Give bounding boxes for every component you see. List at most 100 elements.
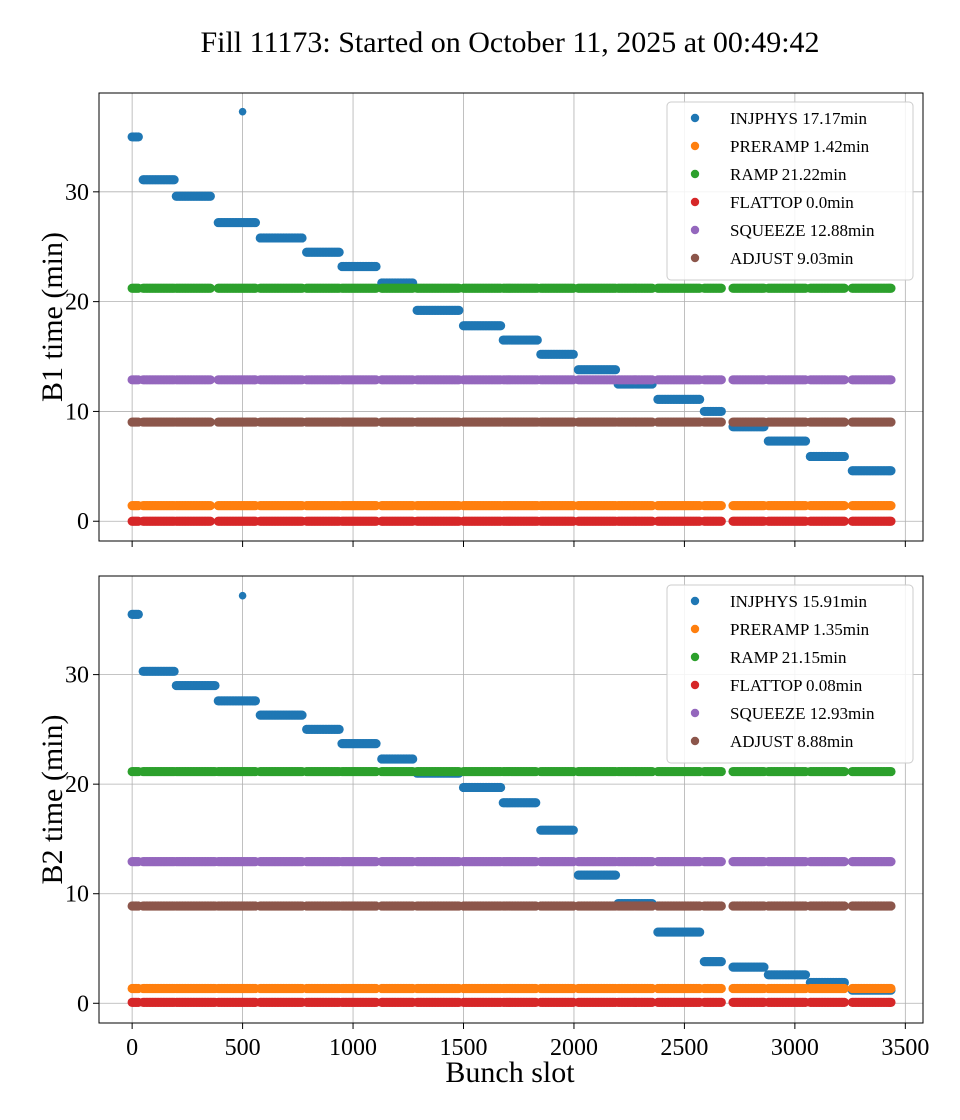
b1-y-axis-label: B1 time (min): [36, 232, 69, 402]
legend-box: [666, 101, 914, 281]
legend-marker: [690, 113, 700, 123]
data-point: [800, 436, 811, 446]
legend-item-ramp: RAMP 21.22min: [690, 165, 847, 184]
data-point: [238, 107, 247, 116]
data-point: [695, 394, 705, 404]
data-point: [205, 283, 215, 293]
b1-plot-frame: [98, 92, 924, 542]
data-point: [886, 516, 896, 526]
data-point: [205, 516, 215, 526]
series-flattop: [127, 516, 896, 526]
data-point: [454, 305, 464, 316]
data-point: [759, 962, 769, 972]
figure-title: Fill 11173: Started on October 11, 2025 …: [200, 26, 819, 59]
data-point: [716, 375, 726, 385]
data-point: [250, 696, 261, 706]
data-point: [839, 283, 849, 293]
legend-label: SQUEEZE 12.88min: [730, 221, 875, 240]
data-point: [716, 501, 726, 511]
data-point: [238, 591, 247, 600]
data-point: [716, 516, 726, 526]
data-point: [886, 501, 896, 511]
data-point: [169, 175, 179, 185]
series-ramp: [127, 283, 896, 293]
legend-label: RAMP 21.22min: [730, 165, 847, 184]
data-point: [886, 283, 896, 293]
data-point: [716, 766, 726, 777]
legend-item-preramp: PRERAMP 1.42min: [690, 137, 870, 156]
data-point: [886, 997, 896, 1008]
b1-legend: INJPHYS 17.17min PRERAMP 1.42min RAMP 21.2…: [666, 101, 914, 281]
y-tick-label: 30: [65, 180, 89, 206]
data-point: [496, 321, 506, 331]
data-point: [169, 666, 179, 676]
data-point: [610, 870, 621, 880]
data-point: [886, 766, 896, 777]
legend-item-flattop: FLATTOP 0.0min: [690, 193, 854, 212]
series-preramp: [127, 501, 896, 511]
series-preramp: [127, 983, 896, 994]
data-point: [716, 417, 726, 427]
data-point: [839, 501, 849, 511]
series-injphys: [127, 591, 896, 995]
legend-marker: [690, 141, 700, 151]
series-flattop: [127, 997, 896, 1008]
data-point: [297, 233, 307, 243]
data-point: [839, 766, 849, 777]
b1-x-ticks: [131, 541, 906, 547]
legend-marker: [690, 225, 700, 235]
legend-item-adjust: ADJUST 9.03min: [690, 249, 854, 268]
data-point: [205, 375, 215, 385]
data-point: [210, 680, 220, 691]
data-point: [839, 983, 849, 994]
b2-markers: [127, 591, 896, 1008]
data-point: [496, 782, 506, 793]
data-point: [205, 417, 215, 427]
data-point: [800, 970, 811, 980]
data-point: [839, 417, 849, 427]
legend-marker: [690, 253, 700, 263]
legend-label: PRERAMP 1.42min: [730, 137, 870, 156]
legend-marker: [690, 169, 700, 179]
data-point: [610, 365, 621, 375]
data-point: [716, 983, 726, 994]
data-point: [716, 997, 726, 1008]
data-point: [716, 857, 726, 867]
legend-label: ADJUST 9.03min: [730, 249, 854, 268]
data-point: [839, 516, 849, 526]
data-point: [205, 191, 215, 201]
data-point: [133, 132, 143, 142]
series-squeeze: [127, 857, 896, 867]
legend-label: INJPHYS 17.17min: [730, 109, 867, 128]
y-tick-label: 0: [77, 509, 89, 535]
data-point: [250, 217, 261, 228]
data-point: [371, 261, 381, 272]
y-tick-label: 20: [65, 290, 89, 316]
y-tick-label: 10: [65, 399, 89, 425]
data-point: [568, 825, 578, 835]
data-point: [334, 247, 344, 257]
data-point: [532, 335, 542, 345]
data-point: [568, 349, 578, 359]
data-point: [408, 754, 418, 764]
data-point: [371, 739, 381, 749]
series-squeeze: [127, 375, 896, 385]
data-point: [886, 417, 896, 427]
data-point: [839, 375, 849, 385]
legend-item-injphys: INJPHYS 17.17min: [690, 109, 867, 128]
data-point: [839, 451, 849, 462]
data-point: [886, 375, 896, 385]
data-point: [297, 710, 307, 720]
b1-y-ticks: 0 10 20 30: [65, 180, 99, 535]
data-point: [886, 983, 896, 994]
data-point: [886, 466, 896, 476]
series-adjust: [127, 417, 896, 427]
panel-b1: 0 10 20 30 B1 time (min) INJPHYS 17.17min PR…: [36, 92, 924, 547]
data-point: [695, 927, 705, 937]
data-point: [133, 609, 143, 619]
data-point: [716, 957, 726, 967]
data-point: [531, 798, 541, 808]
data-point: [716, 406, 726, 417]
